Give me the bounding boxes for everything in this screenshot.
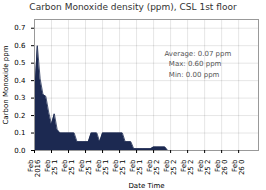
svg-text:0.6: 0.6 (14, 42, 26, 50)
svg-text:Average: 0.07 ppm Max: 0.60 p: Average: 0.07 ppm Max: 0.60 ppm Min: 0.0… (164, 50, 231, 79)
svg-text:Feb25 1: Feb25 1 (129, 159, 144, 175)
svg-text:Feb25 2: Feb25 2 (163, 159, 178, 175)
svg-text:Feb26 0: Feb26 0 (214, 159, 229, 175)
svg-text:Feb25 1: Feb25 1 (61, 159, 76, 175)
svg-text:0.5: 0.5 (14, 59, 25, 67)
svg-text:0.1: 0.1 (14, 129, 25, 137)
svg-text:Date Time: Date Time (128, 182, 164, 190)
svg-text:Feb25 2: Feb25 2 (197, 159, 212, 175)
svg-text:Feb25 2: Feb25 2 (180, 159, 195, 175)
svg-text:Carbon Monoxide ppm: Carbon Monoxide ppm (2, 45, 10, 124)
svg-text:0.4: 0.4 (14, 77, 26, 85)
svg-text:Feb26 0: Feb26 0 (231, 159, 246, 175)
svg-text:0.2: 0.2 (14, 112, 25, 120)
svg-text:0.3: 0.3 (14, 94, 25, 102)
svg-text:Feb25 1: Feb25 1 (78, 159, 93, 175)
svg-text:Feb25 1: Feb25 1 (112, 159, 127, 175)
svg-text:0.0: 0.0 (14, 147, 25, 155)
svg-text:Feb25 1: Feb25 1 (95, 159, 110, 175)
svg-text:Feb25 1: Feb25 1 (44, 159, 59, 175)
svg-text:Feb25 2: Feb25 2 (146, 159, 161, 175)
svg-text:Feb2016: Feb2016 (27, 159, 42, 177)
html-text:Carbon Monoxide density (ppm),: Carbon Monoxide density (ppm), CSL 1st f… (29, 2, 237, 12)
svg-text:0.7: 0.7 (14, 24, 25, 32)
